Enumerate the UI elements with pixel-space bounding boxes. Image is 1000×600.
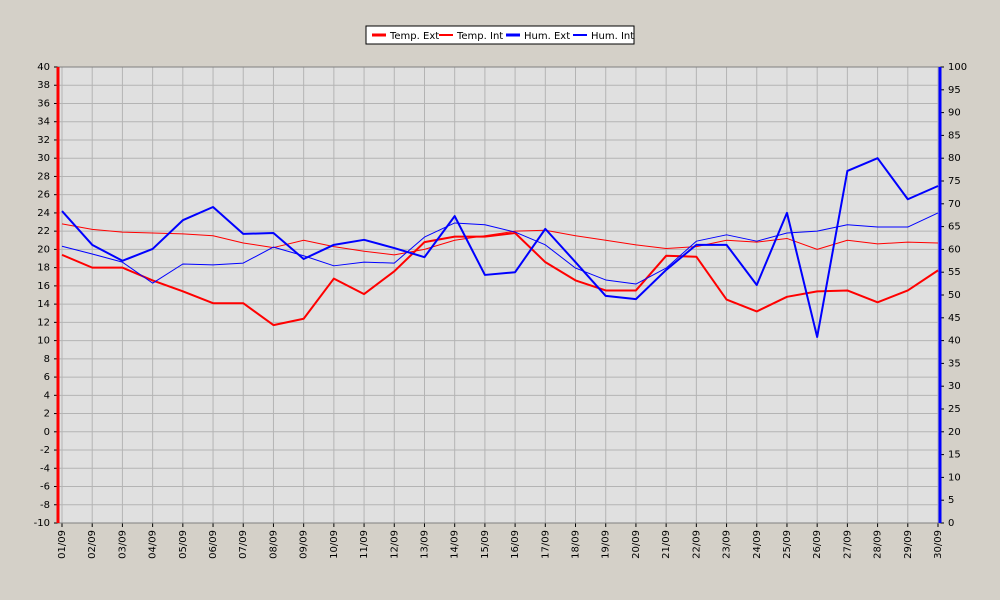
y-tick-label: 14	[37, 299, 50, 310]
y2-tick-label: 25	[948, 404, 961, 415]
x-tick-label: 10/09	[329, 530, 340, 559]
y2-tick-label: 90	[948, 108, 961, 119]
x-tick-label: 29/09	[903, 530, 914, 559]
y-tick-label: 4	[44, 390, 50, 401]
y-tick-label: 6	[44, 372, 50, 383]
x-tick-label: 15/09	[480, 530, 491, 559]
legend-box	[365, 25, 635, 45]
y-tick-label: 10	[37, 336, 50, 347]
y-tick-label: 20	[37, 244, 50, 255]
legend: Temp. Ext Temp. Int Hum. Ext Hum. Int	[365, 25, 635, 45]
y2-tick-label: 55	[948, 267, 961, 278]
x-tick-label: 01/09	[57, 530, 68, 559]
legend-label: Temp. Ext	[389, 31, 439, 42]
y2-tick-label: 0	[948, 518, 954, 529]
y2-tick-label: 70	[948, 199, 961, 210]
y-tick-label: -2	[40, 445, 50, 456]
x-tick-label: 07/09	[238, 530, 249, 559]
y-tick-label: 30	[37, 153, 50, 164]
y-tick-label: 8	[44, 354, 50, 365]
y-tick-label: 34	[37, 117, 50, 128]
y-tick-label: 40	[37, 62, 50, 73]
x-tick-label: 27/09	[842, 530, 853, 559]
x-tick-label: 12/09	[389, 530, 400, 559]
y2-tick-label: 65	[948, 222, 961, 233]
y2-tick-label: 75	[948, 176, 961, 187]
line-series	[61, 157, 939, 338]
y2-tick-label: 40	[948, 336, 961, 347]
y-tick-label: 0	[44, 427, 50, 438]
x-tick-label: 14/09	[450, 530, 461, 559]
x-tick-label: 23/09	[722, 530, 733, 559]
x-tick-label: 25/09	[782, 530, 793, 559]
legend-label: Temp. Int	[456, 31, 503, 42]
x-tick-label: 21/09	[661, 530, 672, 559]
y2-tick-label: 45	[948, 313, 961, 324]
x-tick-label: 11/09	[359, 530, 370, 559]
x-tick-label: 30/09	[933, 530, 944, 559]
x-tick-label: 08/09	[268, 530, 279, 559]
x-tick-label: 05/09	[178, 530, 189, 559]
line-series	[61, 231, 939, 327]
y2-tick-label: 20	[948, 427, 961, 438]
y-tick-label: 2	[44, 409, 50, 420]
y2-tick-label: 15	[948, 450, 961, 461]
x-tick-label: 24/09	[752, 530, 763, 559]
x-tick-label: 20/09	[631, 530, 642, 559]
y-tick-label: 22	[37, 226, 50, 237]
y-tick-label: 24	[37, 208, 50, 219]
y-tick-label: -8	[40, 500, 50, 511]
y2-tick-label: 60	[948, 244, 961, 255]
y2-tick-label: 50	[948, 290, 961, 301]
x-tick-label: 26/09	[812, 530, 823, 559]
y-tick-label: -10	[34, 518, 50, 529]
y-tick-label: 32	[37, 135, 50, 146]
y-tick-label: 28	[37, 171, 50, 182]
y2-tick-label: 35	[948, 358, 961, 369]
x-tick-label: 16/09	[510, 530, 521, 559]
y2-tick-label: 95	[948, 85, 961, 96]
line-series	[61, 223, 939, 256]
y-tick-label: 38	[37, 80, 50, 91]
x-tick-label: 09/09	[299, 530, 310, 559]
y2-tick-label: 10	[948, 472, 961, 483]
x-tick-label: 02/09	[87, 530, 98, 559]
y-tick-label: 18	[37, 263, 50, 274]
legend-label: Hum. Int	[591, 31, 634, 42]
y-tick-label: -4	[40, 463, 50, 474]
x-tick-label: 17/09	[540, 530, 551, 559]
y-tick-label: 26	[37, 190, 50, 201]
x-tick-label: 28/09	[873, 530, 884, 559]
x-tick-label: 22/09	[691, 530, 702, 559]
x-tick-label: 06/09	[208, 530, 219, 559]
y2-tick-label: 30	[948, 381, 961, 392]
y2-tick-label: 5	[948, 495, 954, 506]
y2-tick-label: 100	[948, 62, 967, 73]
y-tick-label: 12	[37, 317, 50, 328]
x-tick-label: 03/09	[117, 530, 128, 559]
y2-tick-label: 85	[948, 130, 961, 141]
y-tick-label: 36	[37, 98, 50, 109]
x-tick-label: 19/09	[601, 530, 612, 559]
x-tick-label: 13/09	[419, 530, 430, 559]
line-series	[61, 212, 939, 285]
legend-label: Hum. Ext	[524, 31, 570, 42]
y-tick-label: -6	[40, 482, 50, 493]
y2-tick-label: 80	[948, 153, 961, 164]
x-tick-label: 18/09	[571, 530, 582, 559]
x-tick-label: 04/09	[148, 530, 159, 559]
y-tick-label: 16	[37, 281, 50, 292]
